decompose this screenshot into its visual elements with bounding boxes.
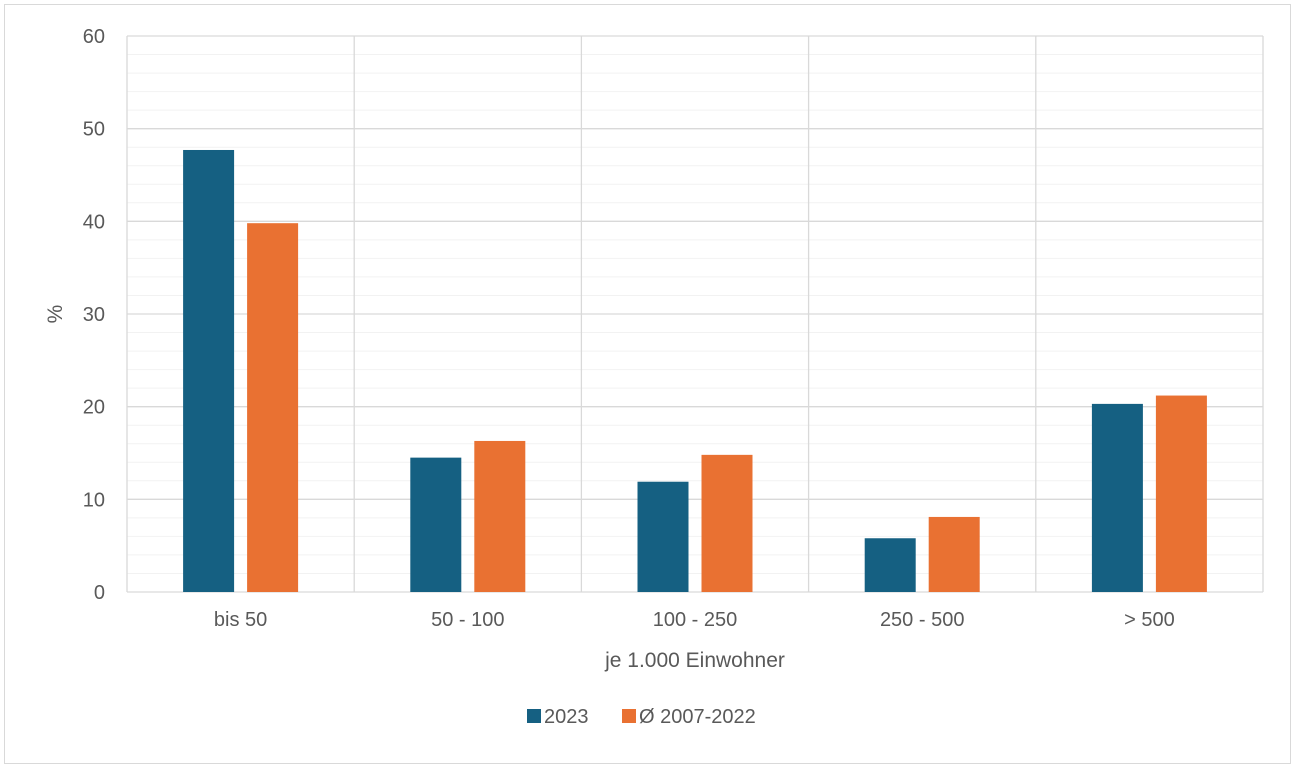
x-tick-label: > 500 <box>1124 609 1175 631</box>
bar-series-2 <box>247 223 299 593</box>
bar-series-1 <box>637 481 689 592</box>
y-axis-title: % <box>44 305 67 324</box>
bar-series-2 <box>928 516 980 592</box>
y-tick-label: 50 <box>83 119 105 141</box>
category-dividers <box>126 36 1264 592</box>
legend-label: Ø 2007-2022 <box>639 706 756 728</box>
bar-series-2 <box>1155 395 1207 592</box>
legend-swatch <box>527 709 541 723</box>
bar-series-1 <box>410 457 462 592</box>
legend: 2023 Ø 2007-2022 <box>527 706 756 728</box>
y-tick-label: 40 <box>83 211 105 233</box>
x-tick-label: 100 - 250 <box>653 609 738 631</box>
x-tick-label: 50 - 100 <box>431 609 504 631</box>
x-axis-title: je 1.000 Einwohner <box>604 649 785 672</box>
x-tick-label: bis 50 <box>214 609 267 631</box>
y-axis-ticks: 0 10 20 30 40 50 60 <box>83 26 105 604</box>
bar-series-2 <box>474 440 526 592</box>
y-tick-label: 0 <box>94 582 105 604</box>
legend-swatch <box>622 709 636 723</box>
bar-series-1 <box>183 149 235 593</box>
major-gridlines <box>127 35 1263 593</box>
x-tick-label: 250 - 500 <box>880 609 965 631</box>
bars <box>183 149 1207 593</box>
y-tick-label: 20 <box>83 397 105 419</box>
legend-label: 2023 <box>544 706 589 728</box>
y-tick-label: 10 <box>83 489 105 511</box>
minor-gridlines <box>127 54 1263 574</box>
bar-series-1 <box>864 538 916 592</box>
y-tick-label: 60 <box>83 26 105 48</box>
x-axis-ticks: bis 50 50 - 100 100 - 250 250 - 500 > 500 <box>214 609 1175 631</box>
bar-series-1 <box>1091 403 1143 592</box>
bar-series-2 <box>701 454 753 592</box>
y-tick-label: 30 <box>83 304 105 326</box>
